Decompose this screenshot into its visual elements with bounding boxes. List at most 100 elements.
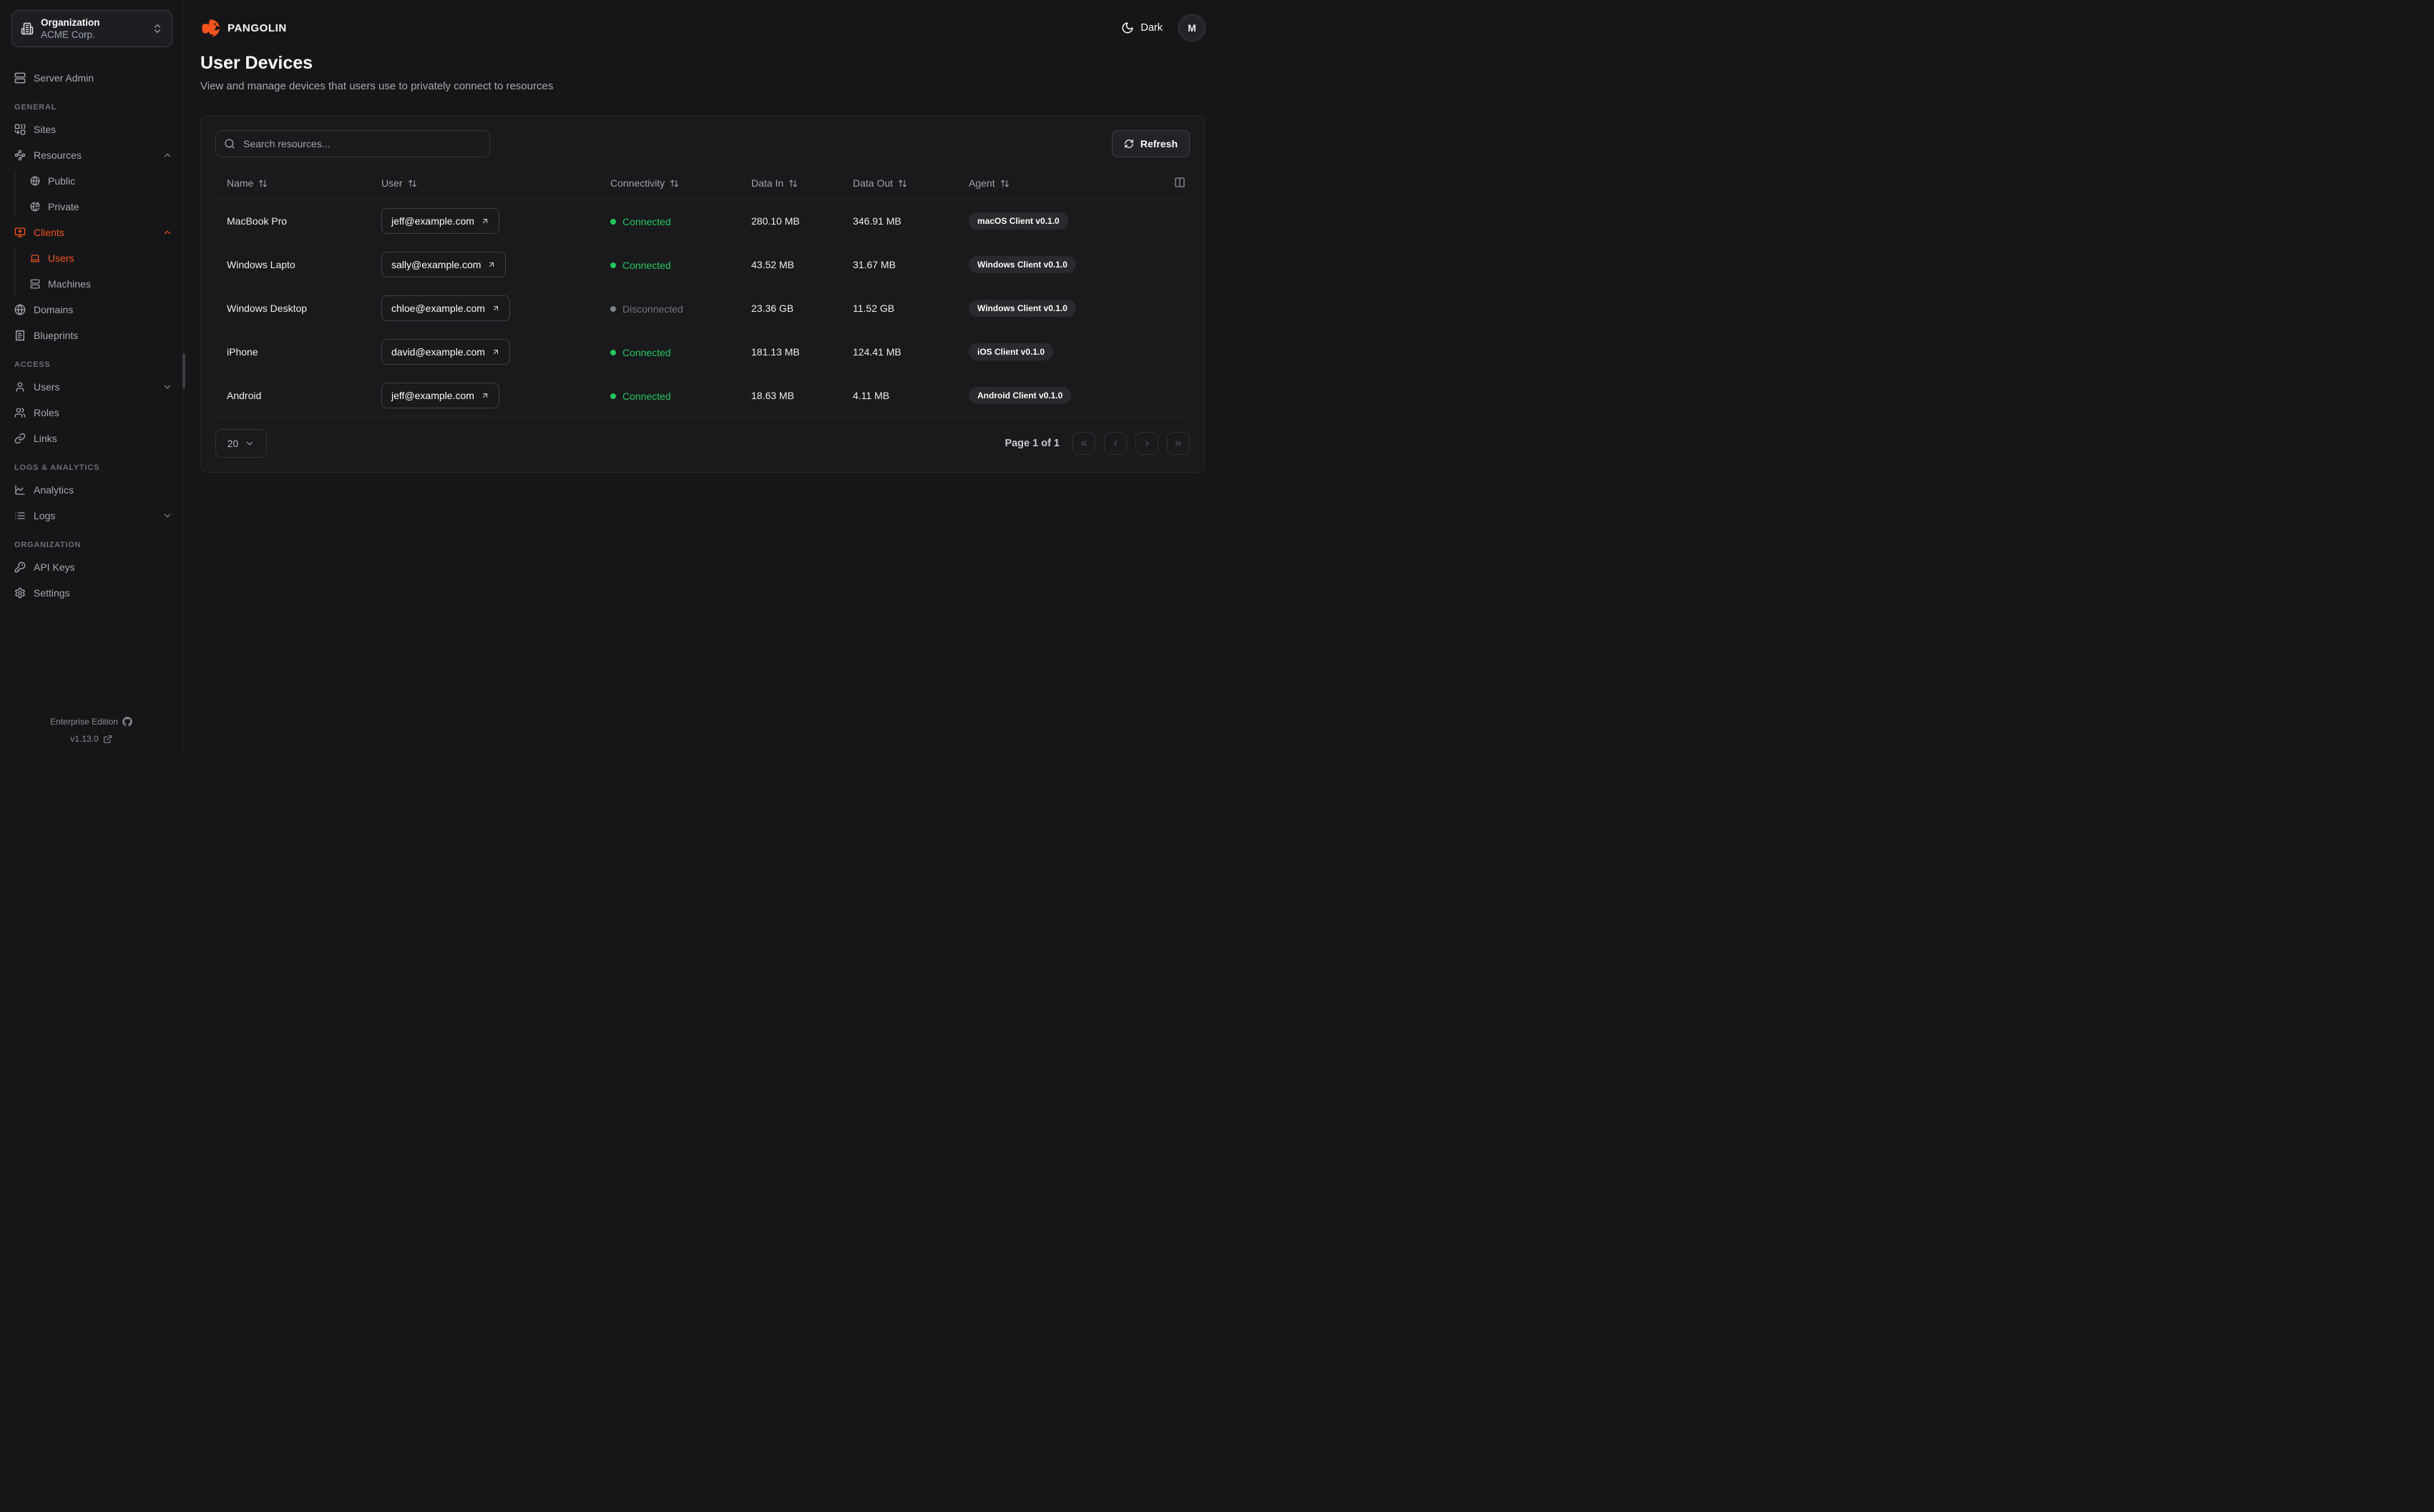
sidebar-item-sites[interactable]: Sites bbox=[14, 119, 172, 140]
search-input[interactable] bbox=[215, 130, 490, 157]
sidebar-item-domains[interactable]: Domains bbox=[14, 299, 172, 320]
user-link-button[interactable]: david@example.com bbox=[381, 339, 510, 365]
user-icon bbox=[16, 382, 24, 392]
first-page-button[interactable] bbox=[1072, 432, 1095, 455]
column-header-data-out[interactable]: Data Out bbox=[853, 177, 969, 189]
chevron-down-icon bbox=[247, 441, 253, 446]
sidebar-item-logs[interactable]: Logs bbox=[14, 505, 172, 526]
arrow-up-right-icon bbox=[482, 393, 487, 398]
sidebar-item-label: Links bbox=[34, 433, 57, 444]
user-email: david@example.com bbox=[391, 346, 485, 358]
sidebar-item-label: API Keys bbox=[34, 561, 75, 573]
last-page-button[interactable] bbox=[1167, 432, 1190, 455]
columns-toggle-button[interactable] bbox=[1173, 175, 1187, 192]
sidebar-scrollbar[interactable] bbox=[182, 353, 185, 388]
device-name: Windows Lapto bbox=[227, 259, 295, 270]
user-link-button[interactable]: jeff@example.com bbox=[381, 383, 499, 408]
chart-line-icon bbox=[15, 485, 25, 495]
avatar[interactable]: M bbox=[1178, 14, 1206, 41]
chevron-down-icon bbox=[164, 514, 171, 518]
user-link-button[interactable]: jeff@example.com bbox=[381, 208, 499, 234]
sidebar-item-server-admin[interactable]: Server Admin bbox=[14, 67, 172, 89]
org-selector[interactable]: Organization ACME Corp. bbox=[11, 10, 172, 47]
column-label: Data In bbox=[751, 177, 784, 189]
org-text: Organization ACME Corp. bbox=[41, 16, 145, 41]
data-out-value: 31.67 MB bbox=[853, 259, 896, 270]
pager: Page 1 of 1 bbox=[1005, 432, 1190, 455]
globe-lock-icon bbox=[30, 202, 40, 212]
sidebar-item-resources[interactable]: Resources bbox=[14, 144, 172, 166]
globe-icon bbox=[14, 304, 26, 315]
sort-icon bbox=[789, 180, 798, 187]
monitor-up-icon bbox=[14, 227, 26, 237]
column-header-user[interactable]: User bbox=[381, 177, 610, 189]
column-header-name[interactable]: Name bbox=[215, 177, 381, 189]
edition-link[interactable]: Enterprise Edition bbox=[0, 713, 182, 730]
table-row: Android jeff@example.com Connected 1 bbox=[215, 374, 1190, 418]
sidebar-item-analytics[interactable]: Analytics bbox=[14, 479, 172, 501]
sidebar-item-client-users[interactable]: Users bbox=[30, 247, 172, 269]
connectivity-label: Connected bbox=[622, 390, 671, 402]
data-out-value: 11.52 GB bbox=[853, 303, 895, 314]
sidebar-item-label: Machines bbox=[48, 278, 91, 290]
version-link[interactable]: v1.13.0 bbox=[0, 730, 182, 747]
waypoints-icon bbox=[14, 149, 26, 161]
agent-badge: macOS Client v0.1.0 bbox=[969, 212, 1068, 230]
building-icon bbox=[21, 22, 34, 35]
device-name: Windows Desktop bbox=[227, 303, 308, 314]
section-label-access: ACCESS bbox=[14, 360, 51, 369]
card-footer: 20 Page 1 of 1 bbox=[215, 429, 1190, 458]
column-label: Data Out bbox=[853, 177, 894, 189]
arrow-up-right-icon bbox=[482, 219, 487, 223]
sidebar-item-label: Server Admin bbox=[34, 72, 94, 84]
sidebar-item-users[interactable]: Users bbox=[14, 376, 172, 398]
sidebar-footer: Enterprise Edition v1.13.0 bbox=[0, 713, 182, 747]
column-header-agent[interactable]: Agent bbox=[969, 177, 1161, 189]
brand-name: PANGOLIN bbox=[228, 21, 287, 34]
sidebar-item-clients[interactable]: Clients bbox=[14, 222, 172, 243]
org-value: ACME Corp. bbox=[41, 29, 95, 40]
agent-badge: iOS Client v0.1.0 bbox=[969, 343, 1054, 360]
section-label-organization: ORGANIZATION bbox=[14, 541, 82, 549]
user-email: sally@example.com bbox=[391, 259, 482, 270]
next-page-button[interactable] bbox=[1135, 432, 1158, 455]
data-in-value: 23.36 GB bbox=[751, 303, 794, 314]
column-header-connectivity[interactable]: Connectivity bbox=[610, 177, 751, 189]
sidebar-item-roles[interactable]: Roles bbox=[14, 402, 172, 423]
sidebar-item-label: Roles bbox=[34, 407, 59, 418]
column-label: User bbox=[381, 177, 403, 189]
refresh-button[interactable]: Refresh bbox=[1111, 130, 1190, 157]
list-icon bbox=[15, 512, 25, 519]
agent-badge: Windows Client v0.1.0 bbox=[969, 256, 1076, 273]
users-icon bbox=[14, 408, 26, 418]
prev-page-button[interactable] bbox=[1104, 432, 1127, 455]
chevron-left-icon bbox=[1113, 440, 1118, 447]
sidebar-item-label: Analytics bbox=[34, 484, 74, 496]
user-link-button[interactable]: chloe@example.com bbox=[381, 295, 510, 321]
connectivity-label: Disconnected bbox=[622, 303, 683, 315]
sidebar-item-machines[interactable]: Machines bbox=[30, 273, 172, 295]
column-label: Name bbox=[227, 177, 254, 189]
refresh-icon bbox=[1125, 139, 1133, 148]
sidebar-item-label: Domains bbox=[34, 304, 74, 315]
edition-label: Enterprise Edition bbox=[50, 717, 118, 727]
resources-subnav: Public Private bbox=[14, 170, 172, 217]
theme-toggle[interactable]: Dark bbox=[1121, 21, 1163, 34]
table-header-row: Name User Connectivity Data In Data Out bbox=[215, 167, 1190, 200]
sidebar-item-settings[interactable]: Settings bbox=[14, 582, 172, 604]
sidebar-item-public[interactable]: Public bbox=[30, 170, 172, 192]
brand[interactable]: PANGOLIN bbox=[200, 18, 287, 39]
page-size-select[interactable]: 20 bbox=[215, 429, 267, 458]
sort-icon bbox=[1000, 180, 1009, 187]
column-header-data-in[interactable]: Data In bbox=[751, 177, 853, 189]
sidebar-item-api-keys[interactable]: API Keys bbox=[14, 556, 172, 578]
device-name: iPhone bbox=[227, 346, 258, 358]
sidebar-item-private[interactable]: Private bbox=[30, 196, 172, 217]
table-row: Windows Lapto sally@example.com Connecte… bbox=[215, 243, 1190, 287]
user-link-button[interactable]: sally@example.com bbox=[381, 252, 507, 278]
sidebar-item-blueprints[interactable]: Blueprints bbox=[14, 325, 172, 346]
card-toolbar: Refresh bbox=[215, 130, 1190, 157]
sidebar-item-label: Clients bbox=[34, 227, 64, 238]
sidebar-item-links[interactable]: Links bbox=[14, 428, 172, 449]
chevrons-left-icon bbox=[1080, 441, 1088, 446]
